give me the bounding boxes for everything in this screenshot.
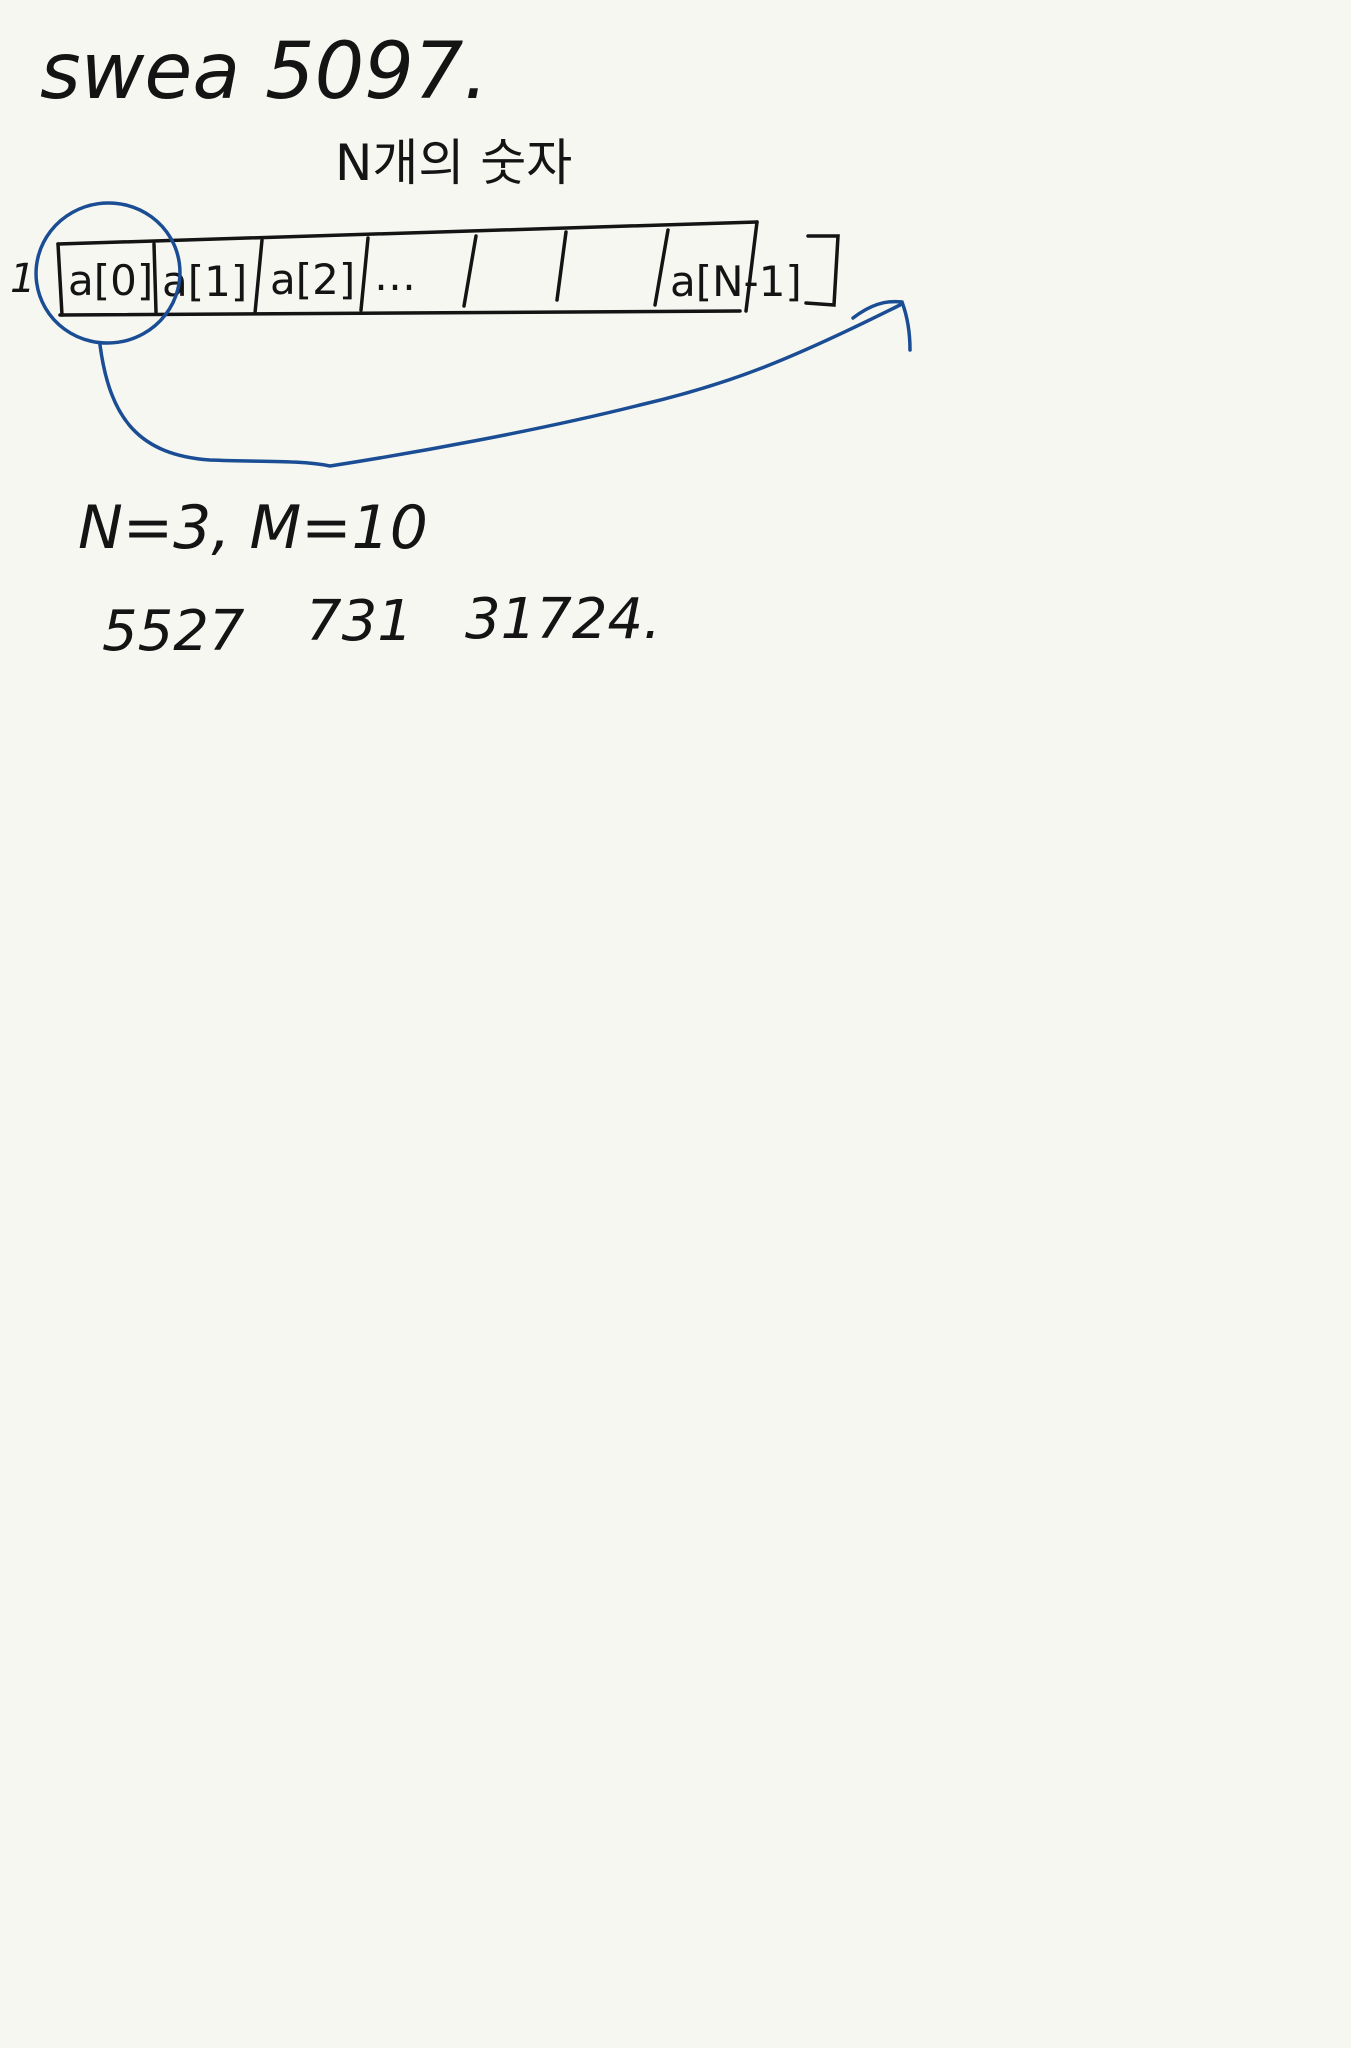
array-cell-last: a[N-1]: [670, 257, 802, 306]
array-cell-2: a[2]: [270, 255, 355, 304]
array-cell-ellipsis: …: [374, 251, 416, 300]
arrow-curve: [98, 303, 902, 468]
array-row-marker: 1: [10, 256, 35, 302]
array-box: [56, 220, 840, 317]
note-subtitle: N개의 숫자: [335, 134, 572, 192]
highlight-circle: [34, 201, 182, 345]
rotation-arrow: [34, 201, 912, 468]
number-3: 31724.: [465, 587, 661, 652]
number-1: 5527: [102, 599, 245, 664]
params-line: N=3, M=10: [78, 493, 428, 563]
array-cell-0: a[0]: [68, 256, 153, 305]
note-title: swea 5097.: [40, 27, 488, 117]
arrow-head: [851, 299, 912, 352]
number-2: 731: [306, 589, 413, 654]
